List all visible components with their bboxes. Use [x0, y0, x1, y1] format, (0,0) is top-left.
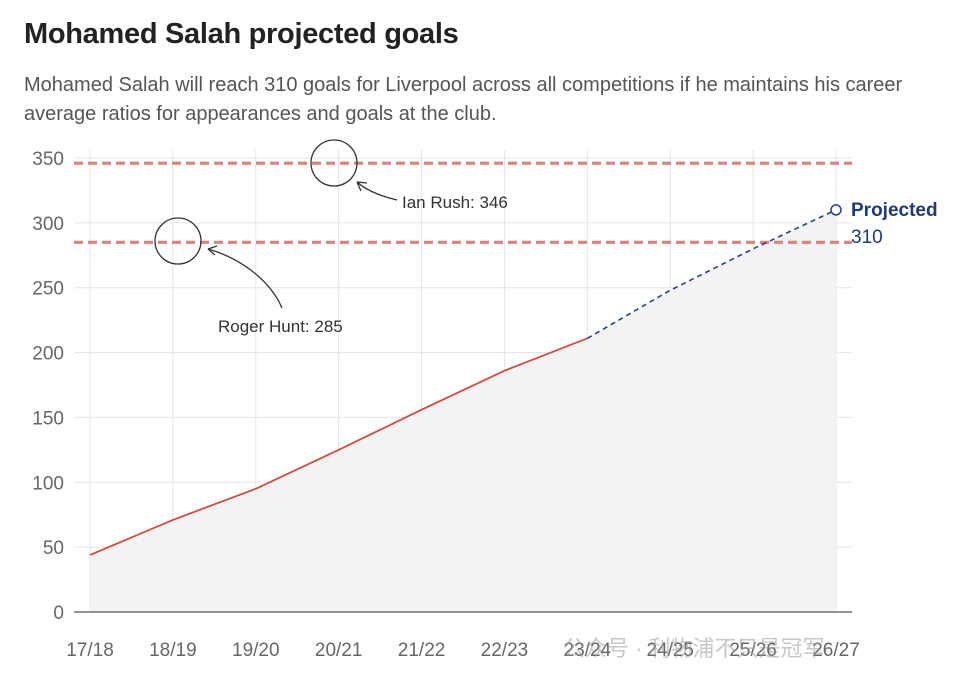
x-tick-label-21-22: 21/22	[398, 640, 446, 661]
x-tick-label-17-18: 17/18	[66, 640, 114, 661]
y-tick-label-150: 150	[32, 408, 64, 429]
projected-label: Projected	[851, 200, 938, 221]
roger-hunt-arrow	[207, 248, 283, 309]
x-tick-label-20-21: 20/21	[315, 640, 363, 661]
y-tick-label-250: 250	[32, 279, 64, 300]
area-fill	[90, 209, 836, 612]
series-lines	[89, 209, 837, 556]
chart-subtitle: Mohamed Salah will reach 310 goals for L…	[24, 74, 903, 125]
y-tick-label-300: 300	[32, 214, 64, 235]
roger-hunt-highlight-circle	[154, 217, 202, 265]
projected-value: 310	[851, 227, 883, 248]
projected-end-marker	[830, 204, 842, 216]
x-tick-label-18-19: 18/19	[149, 640, 197, 661]
series-line-actual	[89, 337, 588, 556]
ian-rush-label: Ian Rush: 346	[402, 193, 508, 212]
ian-rush-arrow	[356, 181, 398, 201]
y-tick-label-0: 0	[53, 603, 64, 624]
roger-hunt-arrowhead	[207, 245, 218, 256]
y-tick-label-100: 100	[32, 473, 64, 494]
ian-rush-highlight-circle	[310, 139, 358, 187]
y-tick-label-200: 200	[32, 344, 64, 365]
x-tick-label-19-20: 19/20	[232, 640, 280, 661]
x-axis-ticks: 17/18 18/19 19/20 20/21 21/22 22/23 23/24 24/25…	[66, 640, 860, 661]
roger-hunt-label: Roger Hunt: 285	[218, 317, 343, 336]
x-tick-label-25-26: 25/26	[729, 640, 777, 661]
x-tick-label-23-24: 23/24	[564, 640, 612, 661]
x-tick-label-24-25: 24/25	[646, 640, 694, 661]
series-line-projected	[586, 209, 837, 339]
chart-title: Mohamed Salah projected goals	[24, 18, 459, 50]
y-tick-label-50: 50	[43, 538, 64, 559]
y-tick-label-350: 350	[32, 149, 64, 170]
reference-lines	[74, 161, 852, 244]
x-tick-label-26-27: 26/27	[812, 640, 860, 661]
y-axis-ticks: 0 50 100 150 200 250 300 350	[32, 149, 64, 624]
ian-rush-arrowhead	[356, 181, 368, 192]
watermark: 公众号 · 利物浦不只是冠军	[563, 636, 825, 661]
x-tick-label-22-23: 22/23	[481, 640, 529, 661]
